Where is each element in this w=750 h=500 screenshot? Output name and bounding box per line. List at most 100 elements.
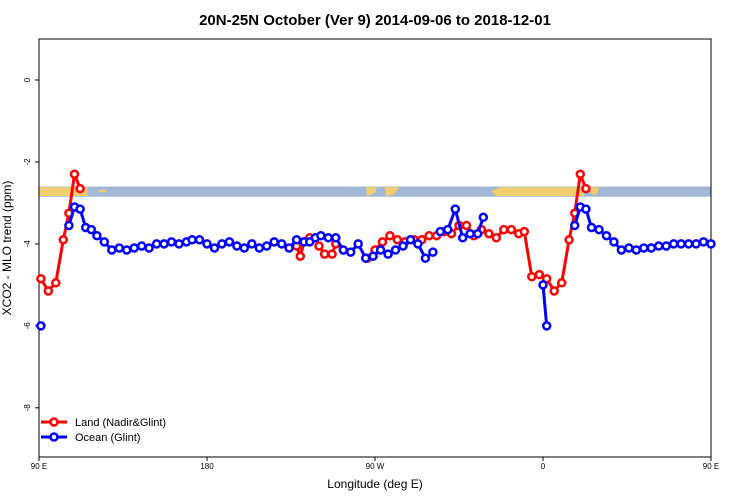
- series-ocean-point: [581, 204, 591, 214]
- y-tick-label: -4: [23, 240, 32, 248]
- series-land-point: [519, 226, 530, 237]
- series-ocean-point: [202, 239, 212, 249]
- series-ocean-point: [86, 224, 97, 235]
- series-ocean-point: [390, 245, 401, 255]
- x-tick-label: 90 E: [31, 462, 47, 471]
- series-land-point: [327, 249, 337, 259]
- series-ocean-point: [75, 204, 85, 214]
- series-ocean-point: [276, 239, 287, 249]
- chart-title: 20N-25N October (Ver 9) 2014-09-06 to 20…: [199, 12, 551, 29]
- series-ocean-point: [129, 243, 139, 253]
- legend-ocean-label: Ocean (Glint): [75, 432, 140, 444]
- series-land-point: [385, 230, 395, 241]
- series-land-point: [549, 286, 559, 296]
- series-land-point: [295, 251, 306, 261]
- series-land-point: [69, 169, 80, 179]
- series-ocean-point: [420, 253, 431, 263]
- series-ocean-line: [541, 284, 549, 327]
- series-ocean-point: [247, 239, 257, 249]
- series-land-point: [527, 271, 537, 282]
- series-ocean-point: [443, 224, 453, 235]
- map-strip: [39, 186, 711, 197]
- series-land-point: [575, 169, 586, 179]
- series-ocean-point: [338, 245, 349, 255]
- series-land-point: [43, 286, 54, 296]
- series-ocean-point: [368, 251, 378, 261]
- series-ocean-point: [639, 243, 649, 253]
- series-ocean-point: [107, 245, 117, 255]
- series-ocean-point: [166, 237, 177, 247]
- series-ocean-point: [331, 233, 341, 243]
- series-land-point: [75, 183, 85, 194]
- series-land-point: [36, 273, 46, 284]
- y-tick-label: -8: [23, 404, 32, 412]
- x-tick-label: 180: [200, 462, 214, 471]
- series-land-point: [581, 183, 591, 194]
- series-ocean-point: [323, 233, 334, 243]
- series-ocean-point: [254, 243, 265, 253]
- y-tick-label: -6: [23, 322, 32, 330]
- series-land-point: [484, 228, 494, 239]
- series-ocean-point: [405, 235, 416, 245]
- y-tick-label: -2: [23, 158, 32, 166]
- series-ocean-point: [398, 241, 408, 251]
- series-ocean-point: [217, 239, 227, 249]
- series-ocean-point: [121, 245, 132, 255]
- map-strip-land: [490, 187, 585, 196]
- series-ocean-point: [194, 235, 205, 245]
- series-ocean-point: [239, 243, 250, 253]
- series-land-point: [424, 230, 434, 241]
- x-tick-label: 0: [541, 462, 546, 471]
- series-ocean-point: [353, 239, 363, 249]
- series-land-point: [499, 224, 509, 235]
- series-ocean-point: [683, 239, 694, 249]
- series-ocean-point: [698, 237, 709, 247]
- series-ocean-point: [92, 230, 102, 241]
- x-tick-label: 90 W: [366, 462, 385, 471]
- series-ocean-point: [691, 239, 701, 249]
- series-ocean-point: [375, 245, 386, 255]
- series-ocean-point: [383, 249, 393, 259]
- series-ocean-point: [653, 241, 664, 251]
- series-ocean-point: [594, 224, 604, 235]
- series-ocean-point: [609, 237, 619, 247]
- series-land: [36, 169, 591, 296]
- series-land-point: [534, 269, 545, 280]
- series-land-point: [377, 237, 388, 247]
- series-ocean-point: [284, 243, 294, 253]
- series-ocean-point: [316, 230, 326, 241]
- series-land-point: [58, 235, 69, 245]
- y-tick-label: 0: [23, 77, 32, 82]
- legend-land-marker: [49, 417, 59, 427]
- map-strip-land: [384, 187, 400, 196]
- series-ocean-point: [435, 226, 446, 237]
- x-axis-label: Longitude (deg E): [327, 477, 422, 491]
- series-ocean-point: [646, 243, 657, 253]
- series-ocean-point: [413, 239, 423, 249]
- series-land-point: [392, 235, 403, 245]
- series-ocean-point: [151, 239, 162, 249]
- series-ocean-point: [601, 230, 612, 241]
- series-ocean-point: [450, 204, 461, 214]
- series-layer: [36, 169, 716, 331]
- series-ocean-point: [428, 247, 438, 257]
- series-ocean-point: [472, 228, 483, 239]
- series-ocean-point: [99, 237, 110, 247]
- series-ocean-point: [616, 245, 627, 255]
- series-ocean-point: [187, 235, 197, 245]
- series-land-point: [314, 241, 324, 251]
- legend: Land (Nadir&Glint) Ocean (Glint): [41, 417, 166, 444]
- series-ocean-point: [261, 241, 272, 251]
- map-strip-land: [365, 187, 377, 196]
- series-ocean-point: [232, 241, 242, 251]
- series-ocean-point: [224, 237, 235, 247]
- series-ocean-point: [136, 241, 147, 251]
- series-ocean-point: [706, 239, 716, 249]
- y-axis: 0 -2 -4 -6 -8: [23, 77, 39, 411]
- x-axis: 90 E 180 90 W 0 90 E: [31, 457, 719, 471]
- series-ocean-point: [465, 228, 475, 239]
- series-ocean-point: [159, 239, 169, 249]
- series-ocean-point: [661, 241, 671, 251]
- series-ocean-point: [569, 220, 580, 231]
